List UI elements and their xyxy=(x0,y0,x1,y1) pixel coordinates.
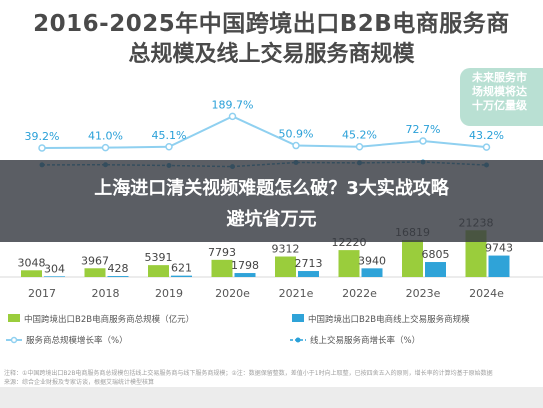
legend-swatch-total xyxy=(8,314,20,322)
x-tick-2022e: 2022e xyxy=(342,287,377,300)
headline-overlay[interactable] xyxy=(0,160,543,242)
bar-online-2020e xyxy=(234,273,256,277)
bar-online-2019 xyxy=(171,275,192,277)
label-total-growth-2024e: 43.2% xyxy=(469,129,504,142)
x-tick-2023e: 2023e xyxy=(406,287,441,300)
bar-total-2017 xyxy=(21,270,42,277)
label-total-2019: 5391 xyxy=(145,251,173,264)
forecast-callout: 未来服务市 场规模将达 十万亿量级 xyxy=(460,68,543,126)
label-total-2017: 3048 xyxy=(18,256,46,269)
label-total-growth-2022e: 45.2% xyxy=(342,129,377,142)
legend-label-online-growth: 线上交易服务商增长率（%） xyxy=(310,335,420,346)
label-total-growth-2019: 45.1% xyxy=(152,129,187,142)
x-tick-2018: 2018 xyxy=(92,287,120,300)
callout-line1: 未来服务市 xyxy=(472,71,527,84)
bar-total-2020e xyxy=(211,259,233,277)
label-total-growth-2021e: 50.9% xyxy=(279,128,314,141)
bar-online-2021e xyxy=(298,271,319,277)
label-online-2018: 428 xyxy=(108,262,129,275)
footnote-source: 来源：综合企业财报及专家访谈，根据艾瑞统计模型核算 xyxy=(4,379,155,386)
bar-total-2022e xyxy=(338,250,360,277)
headline-line2[interactable]: 避坑省万元 xyxy=(226,209,317,230)
label-total-growth-2020e: 189.7% xyxy=(212,98,254,111)
bar-total-2018 xyxy=(84,268,106,277)
x-tick-2017: 2017 xyxy=(28,287,56,300)
bottom-strip xyxy=(0,387,543,408)
point-total-growth-2023e xyxy=(419,137,427,145)
chart-title-line2: 总规模及线上交易服务商规模 xyxy=(128,42,415,67)
bar-online-2022e xyxy=(361,268,383,277)
label-online-2019: 621 xyxy=(171,262,192,275)
point-total-growth-2017 xyxy=(38,144,46,152)
label-total-2018: 3967 xyxy=(81,254,109,267)
headline-line1[interactable]: 上海进口清关视频难题怎么破？3大实战攻略 xyxy=(94,178,449,199)
x-tick-2024e: 2024e xyxy=(469,287,504,300)
label-total-growth-2018: 41.0% xyxy=(88,130,123,143)
bar-total-2021e xyxy=(275,256,296,277)
label-online-2020e: 1798 xyxy=(231,259,259,272)
callout-line2: 场规模将达 xyxy=(472,85,527,98)
legend-marker-total-growth xyxy=(10,336,18,344)
point-total-growth-2018 xyxy=(101,143,110,152)
label-total-growth-2017: 39.2% xyxy=(25,130,60,143)
label-online-2017: 304 xyxy=(44,262,65,275)
footnote-note: 注释：①中国跨境出口B2B电商服务商总规模包括线上交易服务商与线下服务商规模；②… xyxy=(4,370,493,377)
label-total-2021e: 9312 xyxy=(272,243,300,256)
bar-online-2023e xyxy=(425,262,446,277)
legend-marker-online-growth xyxy=(295,337,301,343)
point-total-growth-2022e xyxy=(355,142,364,151)
legend-label-online: 中国跨境出口B2B电商线上交易服务商规模 xyxy=(308,314,470,325)
label-online-2023e: 6805 xyxy=(422,248,450,261)
x-tick-2020e: 2020e xyxy=(215,287,250,300)
point-total-growth-2021e xyxy=(292,141,300,150)
label-online-2022e: 3940 xyxy=(358,254,386,267)
bar-online-2024e xyxy=(488,255,510,277)
bar-total-2019 xyxy=(148,265,169,277)
legend-label-total: 中国跨境出口B2B电商服务商总规模（亿元） xyxy=(24,314,194,325)
point-total-growth-2020e xyxy=(228,112,237,121)
legend-swatch-online xyxy=(292,314,304,322)
bar-online-2017 xyxy=(44,276,65,277)
point-total-growth-2024e xyxy=(482,143,491,151)
label-total-2020e: 7793 xyxy=(208,246,236,259)
bar-total-2023e xyxy=(402,239,423,277)
label-online-2024e: 9743 xyxy=(485,242,513,255)
x-tick-2019: 2019 xyxy=(155,287,183,300)
bar-online-2018 xyxy=(107,276,129,277)
label-online-2021e: 2713 xyxy=(295,257,323,270)
line-total-growth xyxy=(41,115,487,149)
point-total-growth-2019 xyxy=(165,143,173,151)
legend-label-total-growth: 服务商总规模增长率（%） xyxy=(26,335,128,346)
callout-line3: 十万亿量级 xyxy=(472,99,527,112)
chart-title-line1: 2016-2025年中国跨境出口B2B电商服务商 xyxy=(33,11,510,37)
label-total-growth-2023e: 72.7% xyxy=(406,123,441,136)
x-tick-2021e: 2021e xyxy=(279,287,314,300)
